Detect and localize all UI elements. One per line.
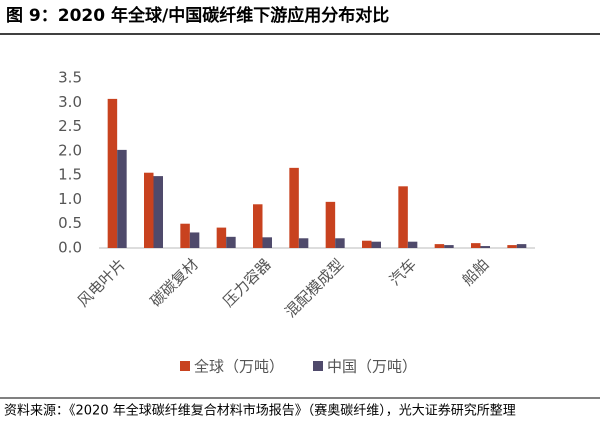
bar (335, 238, 345, 248)
bar (434, 244, 445, 248)
bar (216, 227, 227, 248)
bar (371, 241, 381, 248)
bar (117, 149, 127, 248)
bar (480, 246, 490, 248)
x-tick-label: 压力容器 (219, 255, 274, 310)
bar (253, 204, 263, 248)
x-tick-label: 风电叶片 (74, 255, 129, 310)
bar (107, 98, 118, 248)
bar (262, 237, 272, 248)
y-tick-label: 0.0 (58, 239, 82, 257)
y-tick-label: 1.5 (58, 166, 82, 184)
legend-label: 全球（万吨） (194, 358, 284, 376)
bar (507, 245, 517, 248)
x-tick-label: 汽车 (386, 255, 420, 289)
bar (189, 232, 200, 248)
bar (444, 245, 454, 248)
legend-swatch (180, 361, 190, 371)
x-tick-label: 碳碳复材 (147, 255, 202, 310)
chart-title: 图 9：2020 年全球/中国碳纤维下游应用分布对比 (6, 5, 389, 26)
bar (289, 167, 299, 248)
bar (398, 186, 408, 248)
bar (362, 240, 372, 248)
bar (325, 201, 336, 248)
bar (471, 243, 481, 248)
source-note: 资料来源：《2020 年全球碳纤维复合材料市场报告》（赛奥碳纤维），光大证券研究… (4, 403, 516, 419)
y-tick-label: 3.5 (58, 69, 82, 87)
y-tick-label: 0.5 (58, 214, 82, 232)
legend-swatch (313, 361, 323, 371)
bar (153, 176, 163, 248)
x-tick-label: 混配模成型 (281, 255, 347, 321)
bar (407, 241, 418, 248)
x-tick-label: 船舶 (459, 255, 493, 289)
y-tick-label: 2.5 (58, 117, 82, 135)
y-tick-label: 3.0 (58, 93, 82, 111)
bar (180, 223, 190, 248)
bar (298, 238, 309, 248)
y-tick-label: 1.0 (58, 190, 82, 208)
legend-label: 中国（万吨） (327, 358, 417, 376)
y-tick-label: 2.0 (58, 141, 82, 159)
bar (516, 244, 527, 248)
bar (144, 172, 154, 248)
bar (226, 236, 236, 248)
